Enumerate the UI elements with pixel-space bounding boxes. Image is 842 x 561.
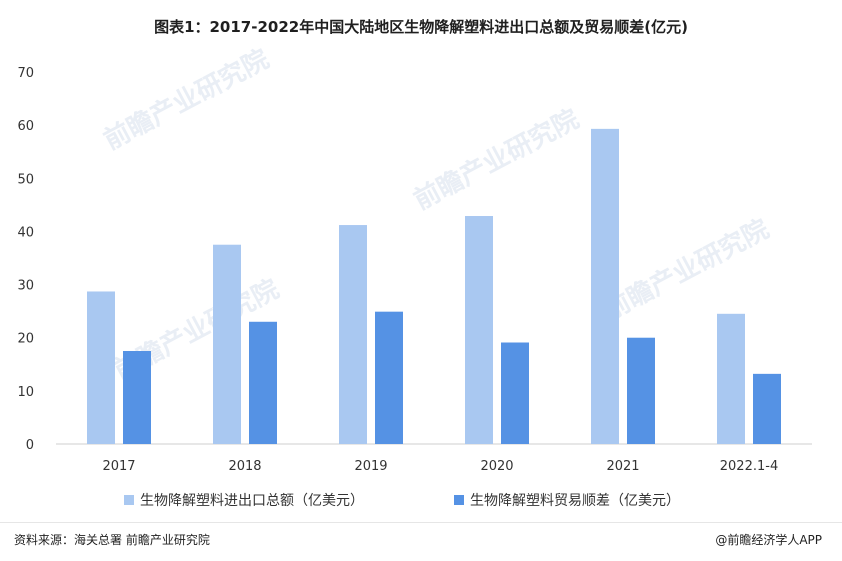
watermark-text: 前瞻产业研究院: [409, 103, 584, 216]
bar-surplus: [753, 373, 781, 444]
legend-swatch: [454, 495, 464, 505]
bar-surplus: [375, 311, 403, 444]
y-tick-label: 20: [17, 332, 34, 347]
bar-surplus: [123, 351, 151, 444]
legend-swatch: [124, 495, 134, 505]
x-tick-label: 2019: [354, 459, 387, 474]
bar-surplus: [501, 342, 529, 444]
x-tick-label: 2017: [102, 459, 135, 474]
bar-surplus: [249, 321, 277, 444]
watermark-text: 前瞻产业研究院: [99, 43, 274, 156]
bar-chart: 前瞻产业研究院前瞻产业研究院前瞻产业研究院前瞻产业研究院010203040506…: [17, 43, 812, 509]
y-tick-label: 0: [26, 438, 34, 453]
y-tick-label: 70: [17, 66, 34, 81]
bar-total: [717, 313, 745, 444]
chart-title: 图表1：2017-2022年中国大陆地区生物降解塑料进出口总额及贸易顺差(亿元): [154, 18, 688, 36]
bar-total: [591, 128, 619, 444]
x-tick-label: 2020: [480, 459, 513, 474]
y-tick-label: 50: [17, 172, 34, 187]
x-tick-label: 2018: [228, 459, 261, 474]
x-tick-label: 2021: [606, 459, 639, 474]
watermark-text: 前瞻产业研究院: [599, 213, 774, 326]
y-tick-label: 10: [17, 385, 34, 400]
x-tick-label: 2022.1-4: [720, 459, 778, 474]
bar-total: [87, 291, 115, 444]
source-note: 资料来源：海关总署 前瞻产业研究院: [14, 533, 210, 547]
bar-total: [339, 225, 367, 444]
y-tick-label: 30: [17, 279, 34, 294]
legend-label: 生物降解塑料贸易顺差（亿美元）: [470, 493, 680, 509]
bar-total: [213, 244, 241, 444]
y-tick-label: 60: [17, 119, 34, 134]
brand-label: @前瞻经济学人APP: [715, 533, 822, 547]
bar-surplus: [627, 337, 655, 444]
y-tick-label: 40: [17, 225, 34, 240]
bar-total: [465, 216, 493, 444]
legend-label: 生物降解塑料进出口总额（亿美元）: [140, 493, 364, 509]
footer-divider: [0, 522, 842, 523]
